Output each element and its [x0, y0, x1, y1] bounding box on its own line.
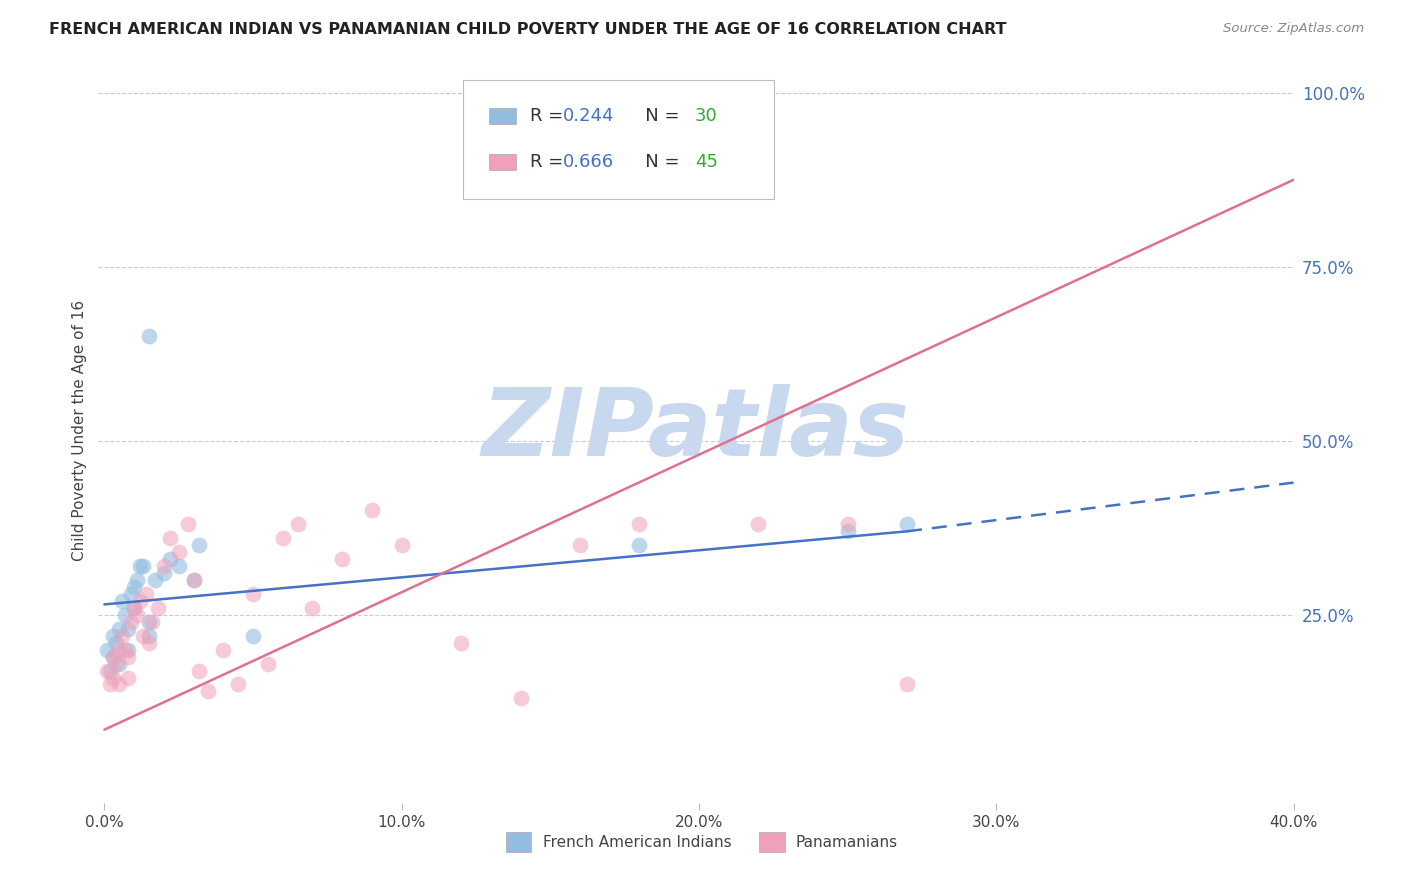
Bar [489, 108, 516, 124]
Point [103, 629, 125, 643]
Text: 0.666: 0.666 [564, 153, 614, 171]
Point [125, 607, 148, 622]
Point [212, 642, 235, 657]
Point [301, 600, 323, 615]
Point [138, 636, 160, 650]
Point [143, 573, 166, 587]
Point [132, 559, 155, 574]
Text: N =: N = [628, 153, 685, 171]
Point [509, 691, 531, 706]
Point [226, 677, 249, 691]
Point [125, 573, 148, 587]
Point [153, 559, 176, 574]
Point [391, 538, 413, 552]
Point [450, 636, 472, 650]
Point [108, 622, 131, 636]
Point [108, 642, 131, 657]
Point [197, 684, 219, 698]
Point [111, 594, 134, 608]
Point [257, 657, 280, 671]
Bar [506, 832, 531, 852]
Point [167, 559, 190, 574]
Point [122, 580, 145, 594]
Text: N =: N = [628, 107, 685, 125]
Point [105, 657, 128, 671]
Point [271, 531, 294, 545]
Point [114, 642, 136, 657]
Point [159, 552, 181, 566]
Point [103, 649, 125, 664]
Point [167, 545, 190, 559]
Point [122, 600, 145, 615]
Point [688, 113, 710, 128]
Point [120, 615, 142, 629]
Text: ZIPatlas: ZIPatlas [482, 384, 910, 476]
Point [138, 629, 160, 643]
Point [287, 517, 309, 532]
Text: French American Indians: French American Indians [543, 835, 731, 849]
Point [361, 503, 384, 517]
Point [569, 538, 592, 552]
Point [176, 517, 198, 532]
Point [132, 629, 155, 643]
Point [183, 573, 205, 587]
Point [159, 531, 181, 545]
Text: Source: ZipAtlas.com: Source: ZipAtlas.com [1223, 22, 1364, 36]
Point [183, 573, 205, 587]
Point [330, 552, 353, 566]
Point [628, 538, 651, 552]
Text: Panamanians: Panamanians [796, 835, 898, 849]
Point [628, 517, 651, 532]
Text: 30: 30 [695, 107, 717, 125]
Point [188, 538, 211, 552]
Point [146, 600, 169, 615]
Point [837, 517, 859, 532]
Point [103, 649, 125, 664]
Bar [489, 154, 516, 170]
Point [135, 587, 157, 601]
Point [117, 671, 139, 685]
Point [111, 629, 134, 643]
Y-axis label: Child Poverty Under the Age of 16: Child Poverty Under the Age of 16 [72, 300, 87, 561]
Point [117, 622, 139, 636]
Point [103, 671, 125, 685]
Text: R =: R = [530, 107, 569, 125]
Point [138, 615, 160, 629]
Point [153, 566, 176, 580]
Point [98, 664, 121, 678]
Point [129, 594, 152, 608]
Point [896, 677, 918, 691]
Point [837, 524, 859, 539]
Point [114, 607, 136, 622]
Point [105, 636, 128, 650]
Text: 45: 45 [695, 153, 718, 171]
Point [117, 649, 139, 664]
Point [98, 677, 121, 691]
Point [896, 517, 918, 532]
Text: 0.244: 0.244 [564, 107, 614, 125]
Bar [759, 832, 785, 852]
Point [188, 664, 211, 678]
Point [122, 600, 145, 615]
Text: FRENCH AMERICAN INDIAN VS PANAMANIAN CHILD POVERTY UNDER THE AGE OF 16 CORRELATI: FRENCH AMERICAN INDIAN VS PANAMANIAN CHI… [49, 22, 1007, 37]
Point [108, 677, 131, 691]
Text: R =: R = [530, 153, 569, 171]
Point [141, 615, 163, 629]
Point [242, 587, 264, 601]
Point [120, 587, 142, 601]
FancyBboxPatch shape [463, 80, 773, 200]
Point [96, 642, 118, 657]
Point [129, 559, 152, 574]
Point [108, 657, 131, 671]
Point [96, 664, 118, 678]
Point [117, 642, 139, 657]
Point [242, 629, 264, 643]
Point [138, 329, 160, 343]
Point [747, 517, 769, 532]
